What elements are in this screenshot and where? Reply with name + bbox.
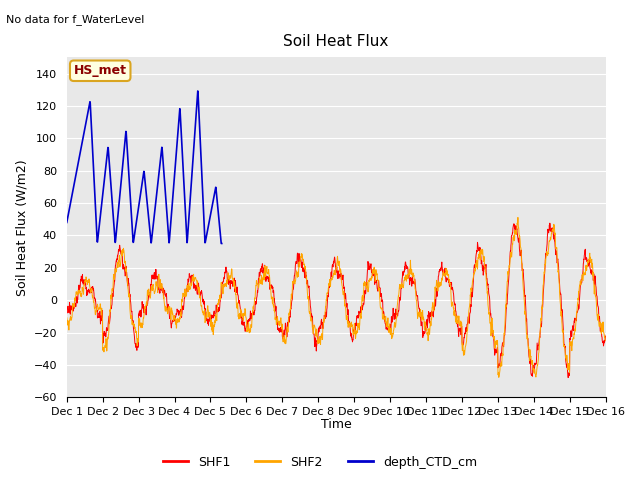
Text: HS_met: HS_met (74, 64, 127, 77)
Y-axis label: Soil Heat Flux (W/m2): Soil Heat Flux (W/m2) (15, 159, 28, 296)
Title: Soil Heat Flux: Soil Heat Flux (284, 34, 389, 49)
Legend: SHF1, SHF2, depth_CTD_cm: SHF1, SHF2, depth_CTD_cm (158, 451, 482, 474)
Text: No data for f_WaterLevel: No data for f_WaterLevel (6, 14, 145, 25)
X-axis label: Time: Time (321, 419, 351, 432)
